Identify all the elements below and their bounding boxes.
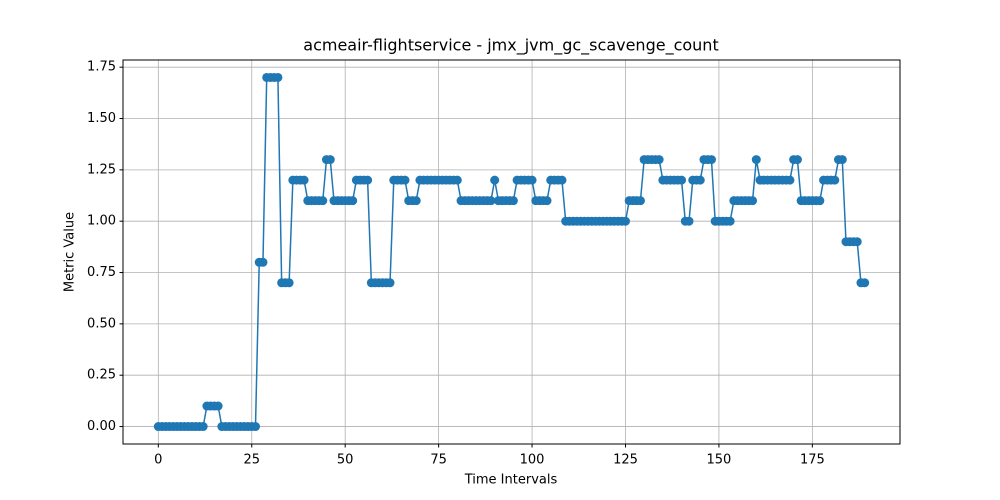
data-point	[299, 175, 309, 185]
data-point	[508, 196, 518, 206]
data-point	[684, 216, 694, 226]
data-point	[785, 175, 795, 185]
y-tick-label: 1.75	[87, 60, 116, 75]
x-tick-label: 0	[154, 453, 162, 468]
axes-frame	[122, 59, 901, 445]
data-point	[852, 237, 862, 247]
y-tick-label: 0.00	[87, 419, 116, 434]
y-tick-label: 1.25	[87, 162, 116, 177]
x-tick-label: 25	[243, 453, 260, 468]
data-point	[527, 175, 537, 185]
data-point	[363, 175, 373, 185]
data-point	[486, 196, 496, 206]
data-point	[348, 196, 358, 206]
x-tick-label: 75	[430, 453, 447, 468]
data-point	[706, 155, 716, 165]
y-axis-label: Metric Value	[63, 212, 78, 292]
data-point	[213, 401, 223, 411]
y-tick-label: 1.50	[87, 111, 116, 126]
data-point	[385, 278, 395, 288]
data-point	[725, 216, 735, 226]
data-point	[557, 175, 567, 185]
data-point	[258, 257, 268, 267]
x-tick-label: 150	[707, 453, 732, 468]
data-point	[837, 155, 847, 165]
data-point	[830, 175, 840, 185]
data-point	[815, 196, 825, 206]
grid	[123, 60, 900, 444]
x-axis-label: Time Intervals	[464, 473, 558, 488]
data-point	[411, 196, 421, 206]
data-point	[325, 155, 335, 165]
data-point	[490, 175, 500, 185]
data-point	[860, 278, 870, 288]
data-point	[748, 196, 758, 206]
y-tick-label: 1.00	[87, 214, 116, 229]
data-point	[284, 278, 294, 288]
data-point	[695, 175, 705, 185]
data-point	[751, 155, 761, 165]
y-tick-label: 0.50	[87, 316, 116, 331]
data-point	[250, 422, 260, 432]
data-point	[620, 216, 630, 226]
data-point	[542, 196, 552, 206]
data-point	[654, 155, 664, 165]
chart-title: acmeair-flightservice - jmx_jvm_gc_scave…	[303, 36, 718, 56]
ticks: 0 25 50 75 100 125 150 175 0.00 0.25 0.50 0.75 1.00 1…	[87, 60, 825, 468]
x-tick-label: 50	[337, 453, 354, 468]
data-point	[452, 175, 462, 185]
y-tick-label: 0.75	[87, 265, 116, 280]
data-point	[198, 422, 208, 432]
data-point	[400, 175, 410, 185]
y-tick-label: 0.25	[87, 368, 116, 383]
data-point	[677, 175, 687, 185]
data-point	[318, 196, 328, 206]
data-point	[273, 72, 283, 82]
x-tick-label: 175	[800, 453, 825, 468]
x-tick-label: 100	[520, 453, 545, 468]
data-point	[635, 196, 645, 206]
data-point	[792, 155, 802, 165]
x-tick-label: 125	[613, 453, 638, 468]
plot	[153, 72, 870, 432]
